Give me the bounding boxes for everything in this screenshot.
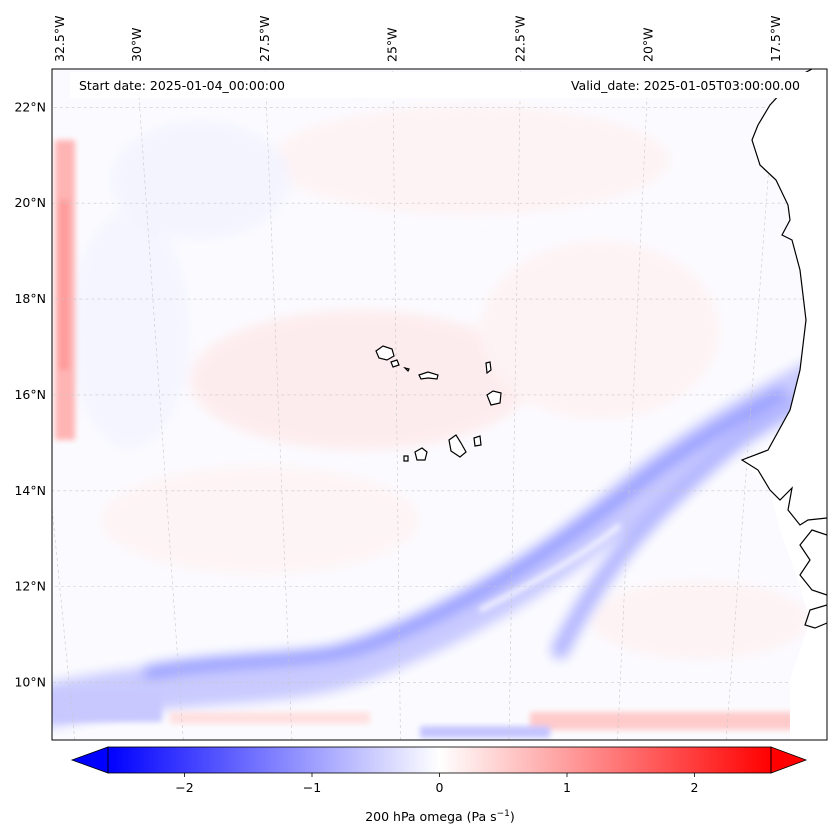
latitude-tick-label: 14°N [14,483,46,498]
secondary-ascent-band [551,396,799,659]
longitude-tick-label: 27.5°W [257,16,272,62]
weak-descent-patch-southwest [100,465,420,575]
map-frame [51,68,828,741]
latitude-tick-label: 20°N [14,195,46,210]
island-boa-vista [486,390,502,406]
header-strip [70,72,810,98]
meridian-line [392,69,401,740]
colorbar-label: 200 hPa omega (Pa s−1) [365,809,515,824]
island-sal [485,361,492,375]
south-edge-blue-streak [420,726,550,738]
south-edge-red-band-east [530,712,827,730]
weak-ascent-patch-south [590,580,810,660]
weak-descent-patch-west [70,210,190,450]
colorbar-tick-label: −2 [175,780,193,795]
omega-field [52,105,827,738]
meridian-line [508,69,521,740]
island-maio [473,435,482,447]
weak-ascent-patch-north [270,105,670,215]
valid-date-label: Valid_date: 2025-01-05T03:00:00.00 [571,78,800,93]
longitude-tick-label: 32.5°W [52,16,67,62]
gridlines [52,69,827,740]
longitude-tick-label: 17.5°W [768,16,783,62]
meridian-line [725,69,777,740]
south-edge-blue-band [52,692,162,722]
map-panel: Start date: 2025-01-04_00:00:00 Valid_da… [52,69,827,740]
latitude-axis: 22°N 20°N 18°N 16°N 14°N 12°N 10°N [14,99,46,689]
latitude-tick-label: 16°N [14,387,46,402]
latitude-tick-label: 22°N [14,99,46,114]
jet-ascent-band-core [143,388,787,679]
island-santiago [448,434,467,458]
meridian-line [136,69,184,740]
longitude-tick-label: 20°W [640,27,655,62]
africa-land [742,69,827,740]
inner-descent-streak [478,523,622,613]
longitude-tick-label: 22.5°W [513,16,528,62]
island-santo-antao [375,345,395,361]
island-sao-vicente [390,359,400,368]
colorbar: −2 −1 0 1 2 200 hPa omega (Pa s−1) [70,746,808,824]
weak-descent-patch-east [480,240,720,420]
cape-verde-islands [375,345,502,462]
colorbar-tick-label: 1 [563,780,571,795]
longitude-axis: 32.5°W 30°W 27.5°W 25°W 22.5°W 20°W 17.5°W [52,16,783,62]
weak-descent-patch-central [190,310,530,450]
colorbar-extend-high [770,746,808,774]
colorbar-label-close: ) [510,809,515,824]
island-fogo [414,447,428,461]
latitude-tick-label: 10°N [14,674,46,689]
colorbar-tick-label: 0 [436,780,444,795]
colorbar-tick-label: 2 [691,780,699,795]
west-edge-red-band-core [59,200,69,370]
colorbar-label-main: 200 hPa omega (Pa s [365,809,496,824]
africa-coastline [740,69,827,629]
south-edge-red-band-west [170,712,370,724]
start-date-label: Start date: 2025-01-04_00:00:00 [79,78,285,93]
latitude-tick-label: 18°N [14,291,46,306]
longitude-tick-label: 25°W [385,27,400,62]
island-brava [403,455,409,462]
latitude-tick-label: 12°N [14,579,46,594]
weak-ascent-patch-northwest [110,120,290,240]
longitude-tick-label: 30°W [129,27,144,62]
island-sao-nicolau [418,371,439,380]
colorbar-ticks: −2 −1 0 1 2 [175,773,698,795]
colorbar-tick-label: −1 [303,780,321,795]
colorbar-body [108,747,771,773]
island-santa-luzia [403,366,410,373]
meridian-line [617,69,649,740]
meridian-line [264,69,293,740]
colorbar-extend-low [70,746,109,774]
colorbar-label-exponent: −1 [497,809,510,819]
